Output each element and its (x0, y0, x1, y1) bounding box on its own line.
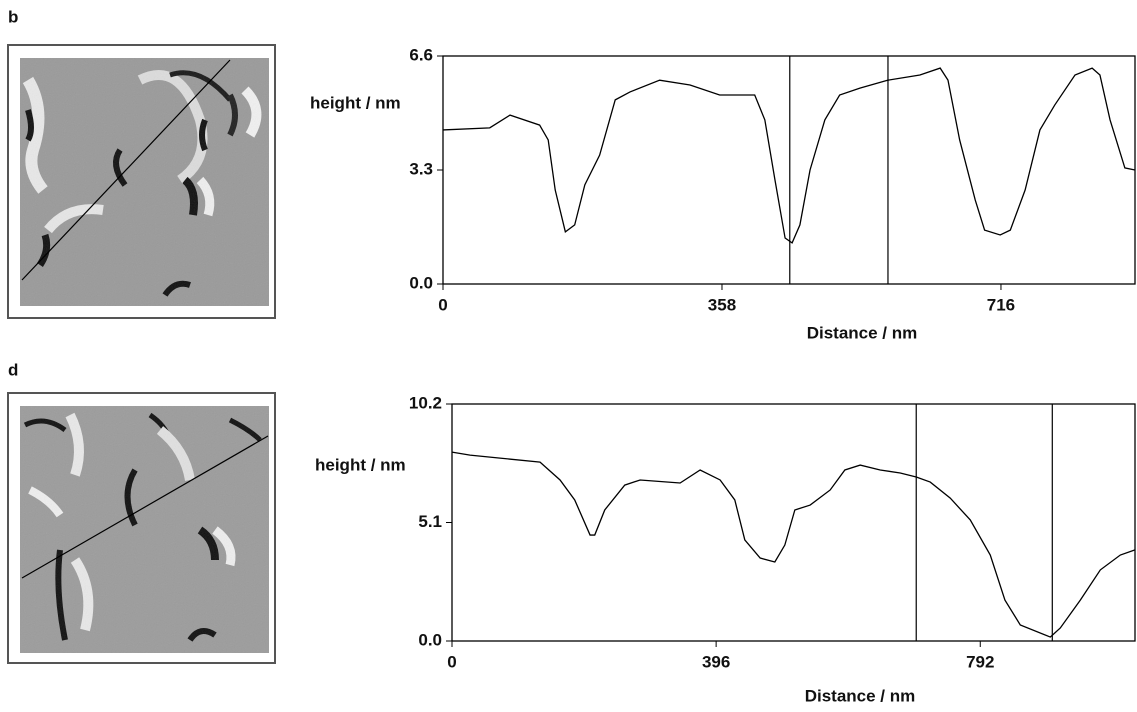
plot-frame (442, 55, 1136, 285)
profile-line (442, 67, 1136, 244)
y-tick-label: 6.6 (409, 45, 433, 64)
y-axis-label: height / nm (315, 455, 406, 474)
y-tick-label: 0.0 (418, 630, 442, 649)
x-tick-label: 358 (708, 295, 736, 314)
y-axis-label: height / nm (310, 93, 401, 112)
plot-frame (451, 403, 1136, 642)
x-tick-label: 792 (966, 652, 994, 671)
y-tick-label: 3.3 (409, 159, 433, 178)
panel-label: d (8, 360, 18, 379)
y-tick-label: 10.2 (409, 393, 442, 412)
y-tick-label: 0.0 (409, 273, 433, 292)
x-axis-label: Distance / nm (805, 686, 916, 705)
x-axis-label: Distance / nm (807, 323, 918, 342)
x-tick-label: 0 (447, 652, 456, 671)
x-tick-label: 396 (702, 652, 730, 671)
afm-image (7, 44, 276, 319)
x-tick-label: 716 (987, 295, 1015, 314)
y-tick-label: 5.1 (418, 512, 442, 531)
panel-label: b (8, 7, 18, 26)
profile-line (451, 451, 1136, 638)
x-tick-label: 0 (438, 295, 447, 314)
afm-image (7, 392, 276, 664)
